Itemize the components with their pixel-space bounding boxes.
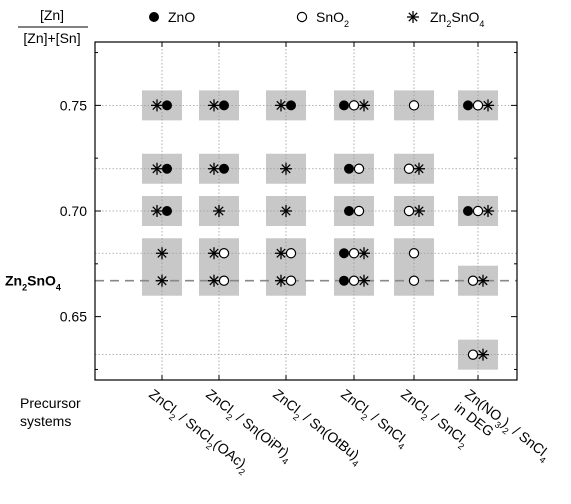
sno2-marker — [348, 248, 360, 259]
zn2sno4-marker — [208, 162, 220, 175]
zn2sno4-marker — [358, 99, 370, 112]
zn2sno4-marker — [358, 247, 370, 260]
zno-marker — [339, 248, 349, 259]
zno-marker — [162, 163, 172, 174]
y-tick-label: 0.75 — [60, 97, 87, 113]
sno2-marker — [403, 163, 415, 174]
sno2-marker — [218, 248, 230, 259]
sno2-marker — [467, 349, 479, 360]
zno-marker — [339, 275, 349, 286]
zn2sno4-marker — [358, 274, 370, 287]
sno2-marker — [353, 163, 365, 174]
legend-label: Zn2SnO4 — [430, 9, 484, 29]
zno-marker — [162, 206, 172, 216]
zn2sno4-marker — [208, 99, 220, 112]
sno2-marker — [403, 205, 415, 217]
zn2sno4-marker — [151, 99, 163, 112]
zn2sno4-marker — [208, 247, 220, 260]
zn2sno4-marker — [477, 274, 489, 287]
y-axis-label-numerator: [Zn] — [40, 7, 64, 23]
sno2-marker — [408, 275, 420, 286]
sno2-marker — [218, 275, 230, 286]
sno2-marker — [467, 275, 479, 286]
zn2sno4-marker — [151, 162, 163, 175]
x-category-label-line: ZnCl2 / SnCl2(OAc)2 — [144, 386, 253, 478]
sno2-marker — [353, 205, 365, 217]
y-axis-label-denominator: [Zn]+[Sn] — [23, 30, 80, 46]
reference-label: Zn2SnO4 — [5, 273, 61, 293]
zn2sno4-marker — [156, 247, 168, 260]
zno-marker — [463, 206, 473, 216]
sno2-marker — [472, 205, 484, 217]
sno2-marker — [285, 248, 297, 259]
zno-marker — [219, 163, 229, 174]
zn2sno4-marker — [482, 205, 494, 217]
zno-marker — [344, 206, 354, 216]
zno-marker — [219, 100, 229, 111]
zn2sno4-marker — [275, 99, 287, 112]
zn2sno4-marker — [413, 205, 425, 217]
zno-marker — [344, 163, 354, 174]
legend-label: SnO2 — [316, 9, 349, 29]
y-tick-label: 0.65 — [60, 309, 87, 325]
zno-marker — [162, 100, 172, 111]
zn2sno4-marker — [275, 247, 287, 260]
zn2sno4-marker — [213, 205, 225, 217]
y-tick-label: 0.70 — [60, 203, 87, 219]
zno-marker — [339, 100, 349, 111]
zno-marker — [286, 100, 296, 111]
sno2-marker — [296, 11, 308, 23]
sno2-marker — [408, 100, 420, 111]
zn2sno4-marker — [477, 348, 489, 361]
sno2-marker — [348, 100, 360, 111]
sno2-marker — [348, 275, 360, 286]
sno2-marker — [285, 275, 297, 286]
zn2sno4-marker — [482, 99, 494, 112]
zn2sno4-marker — [208, 274, 220, 287]
zn2sno4-marker — [275, 274, 287, 287]
sno2-marker — [472, 100, 484, 111]
legend-label: ZnO — [168, 9, 195, 25]
zno-marker — [149, 12, 159, 22]
zn2sno4-marker — [280, 162, 292, 175]
zn2sno4-marker — [413, 162, 425, 175]
zno-marker — [463, 100, 473, 111]
zn2sno4-marker — [156, 274, 168, 287]
sno2-marker — [408, 248, 420, 259]
x-category-label: ZnCl2 / SnCl2(OAc)2 — [144, 386, 253, 478]
zn2sno4-marker — [280, 205, 292, 217]
zn2sno4-marker — [407, 11, 419, 23]
zn2sno4-marker — [151, 205, 163, 217]
x-axis-label: Precursor systems — [20, 395, 81, 429]
